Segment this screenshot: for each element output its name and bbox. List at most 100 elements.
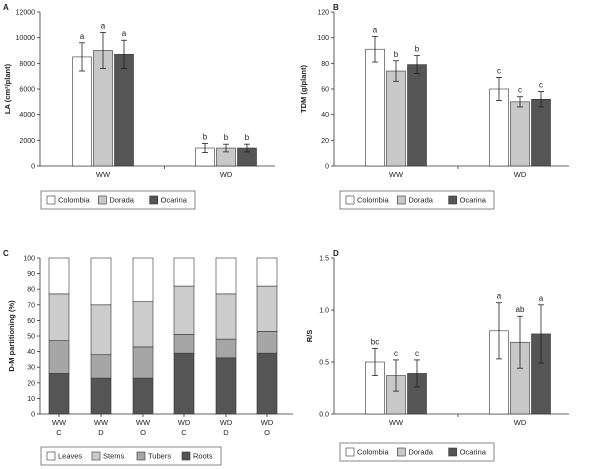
bar-ocarina [114, 54, 134, 167]
legend-box [339, 442, 495, 462]
x-tick-label: WW [136, 418, 151, 427]
x-tick-label: WD [514, 418, 527, 427]
legend-label-colombia: Colombia [58, 196, 91, 205]
significance-label: b [245, 133, 250, 142]
legend-label-dorada: Dorada [109, 196, 134, 205]
panel-letter: C [3, 249, 9, 258]
y-tick-label: 8000 [19, 61, 35, 68]
legend-label-ocarina: Ocarina [460, 196, 487, 205]
legend-swatch-tubers [136, 451, 146, 461]
x-tick-label: WD [261, 418, 274, 427]
y-tick-label: 10 [27, 396, 35, 403]
stacked-segment-leaves [90, 257, 112, 306]
y-tick-label: 100 [317, 35, 329, 42]
chart-panel-a: A 0 2000 4000 6000 8000 10000 12000 LA (cm²/plan… [3, 3, 275, 210]
legend-label-stems: Stems [103, 452, 125, 461]
stacked-segment-roots [173, 352, 195, 415]
legend-swatch-dorada [397, 195, 406, 205]
x-tick-label: WD [178, 418, 191, 427]
significance-label: a [101, 22, 106, 31]
legend-swatch-dorada [397, 447, 406, 457]
x-tick-sublabel: D [98, 428, 104, 437]
y-tick-label: 60 [321, 87, 329, 94]
legend: Colombia Dorada Ocarina [339, 442, 495, 462]
x-tick-sublabel: C [181, 428, 187, 437]
legend-label-colombia: Colombia [357, 448, 390, 457]
x-tick-sublabel: O [264, 428, 270, 437]
bar-ocarina [531, 98, 551, 167]
y-tick-label: 40 [321, 112, 329, 119]
legend: Leaves Stems Tubers Roots [40, 446, 222, 466]
significance-label: b [203, 133, 208, 142]
bar-colombia [365, 48, 385, 167]
legend-swatch-ocarina [448, 447, 457, 457]
panel-letter: B [333, 3, 339, 12]
stacked-segment-tubers [256, 331, 278, 354]
significance-label: a [497, 292, 502, 301]
legend-label-ocarina: Ocarina [161, 196, 188, 205]
y-tick-label: 2000 [19, 138, 35, 145]
chart-panel-d: D 0.0 0.5 1.0 1.5 R/S bc c c WW a ab a WD Colombia Dora… [305, 249, 569, 462]
stacked-segment-stems [215, 293, 237, 340]
stacked-segment-tubers [173, 334, 195, 354]
y-tick-label: 80 [27, 287, 35, 294]
y-tick-label: 0.0 [319, 412, 329, 419]
y-tick-label: 80 [321, 61, 329, 68]
significance-label: ab [516, 305, 525, 314]
legend-box [40, 446, 222, 466]
y-axis-label: R/S [305, 330, 314, 343]
x-tick-label: WW [389, 170, 404, 179]
y-tick-label: 90 [27, 271, 35, 278]
legend-swatch-stems [91, 451, 101, 461]
y-tick-label: 50 [27, 334, 35, 341]
y-axis-label: D-M partitioning (%) [7, 300, 16, 372]
panel-letter: A [3, 3, 9, 12]
y-tick-label: 20 [27, 380, 35, 387]
stacked-segment-tubers [215, 338, 237, 359]
legend: Colombia Dorada Ocarina [40, 190, 196, 210]
significance-label: c [539, 81, 543, 90]
significance-label: a [373, 25, 378, 34]
significance-label: a [80, 32, 85, 41]
legend-label-tubers: Tubers [148, 452, 171, 461]
stacked-segment-roots [48, 373, 70, 415]
significance-label: b [224, 133, 229, 142]
significance-label: c [497, 66, 501, 75]
stacked-segment-tubers [48, 340, 70, 374]
legend-label-dorada: Dorada [408, 196, 433, 205]
stacked-segment-tubers [132, 346, 154, 379]
legend-label-roots: Roots [193, 452, 213, 461]
x-tick-sublabel: C [56, 428, 62, 437]
y-tick-label: 0.5 [319, 360, 329, 367]
legend-swatch-colombia [345, 195, 355, 205]
x-tick-sublabel: O [140, 428, 146, 437]
x-tick-label: WW [96, 170, 111, 179]
legend-label-dorada: Dorada [408, 448, 433, 457]
x-tick-label: WD [220, 418, 233, 427]
stacked-segment-tubers [90, 354, 112, 379]
bar-colombia [72, 56, 92, 167]
stacked-segment-stems [90, 304, 112, 356]
y-tick-label: 10000 [16, 35, 36, 42]
y-tick-label: 4000 [19, 112, 35, 119]
legend-label-colombia: Colombia [357, 196, 390, 205]
panel-letter: D [333, 249, 339, 258]
y-tick-label: 12000 [16, 10, 36, 17]
stacked-segment-leaves [132, 257, 154, 302]
chart-panel-c: C 0 10 20 30 40 50 60 70 80 90 100 D-M partitioning … [3, 249, 293, 466]
y-tick-label: 1.0 [319, 308, 329, 315]
bar-dorada [510, 101, 530, 167]
x-tick-label: WW [389, 418, 404, 427]
legend-swatch-ocarina [448, 195, 457, 205]
significance-label: c [415, 349, 419, 358]
y-tick-label: 0 [325, 164, 329, 171]
legend-swatch-colombia [46, 195, 56, 205]
legend-swatch-ocarina [149, 195, 158, 205]
legend-box [40, 190, 196, 210]
y-tick-label: 6000 [19, 87, 35, 94]
significance-label: c [518, 86, 522, 95]
significance-label: c [394, 349, 398, 358]
y-axis-label: LA (cm²/plant) [3, 63, 12, 114]
stacked-segment-roots [215, 357, 237, 415]
